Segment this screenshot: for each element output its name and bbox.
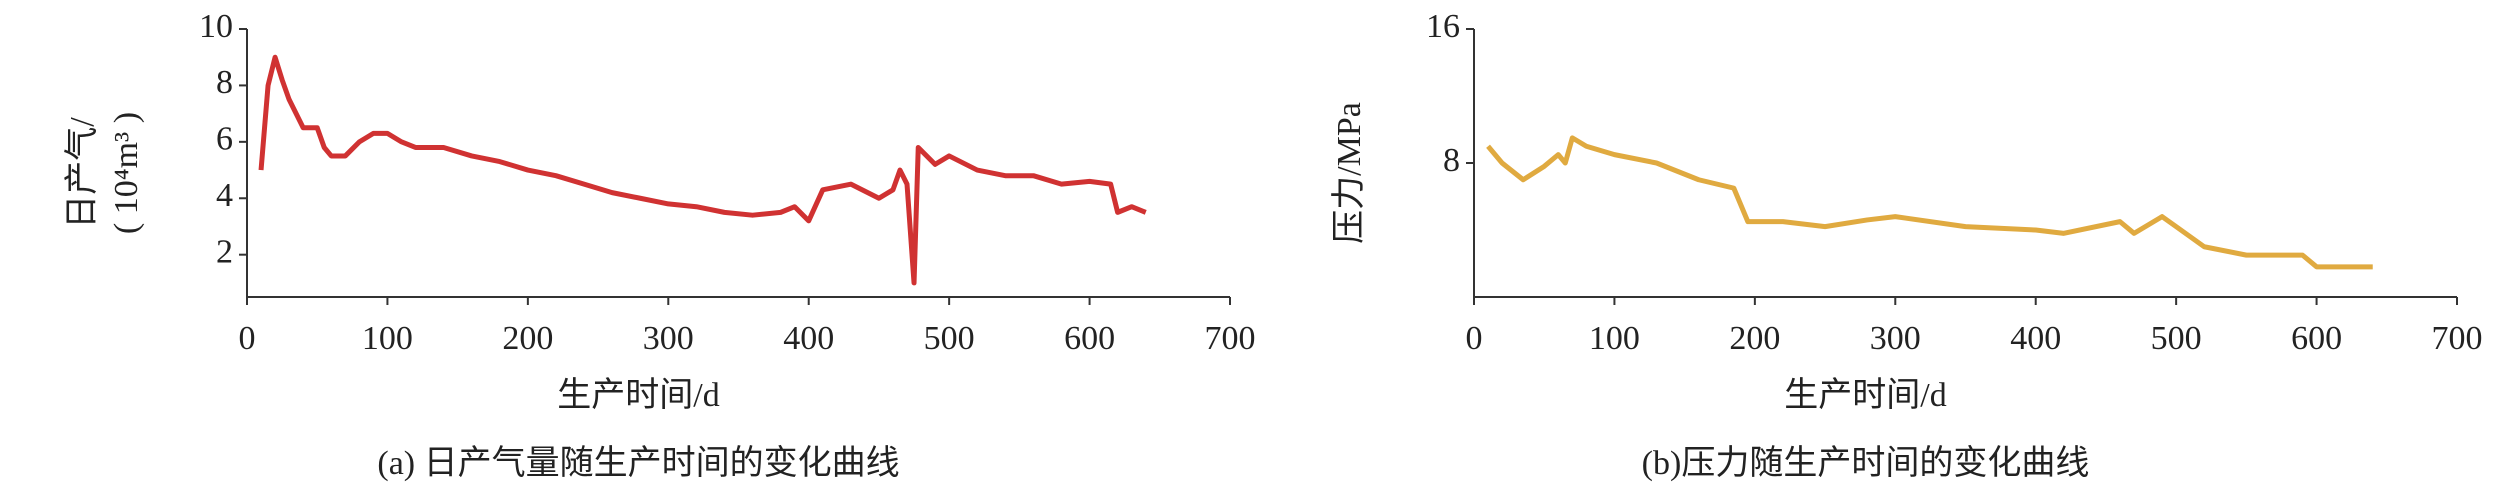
- x-tick-label: 300: [1870, 320, 1921, 357]
- y-axis-label: ( 10⁴m³ ): [108, 112, 145, 234]
- x-tick-label: 400: [783, 320, 834, 357]
- x-tick-label: 700: [1205, 320, 1256, 357]
- x-tick-label: 600: [2291, 320, 2342, 357]
- x-tick-label: 700: [2432, 320, 2483, 357]
- x-tick-label: 200: [502, 320, 553, 357]
- y-tick-label: 8: [1443, 142, 1460, 179]
- y-tick-label: 10: [199, 8, 233, 45]
- y-tick-label: 2: [216, 233, 233, 270]
- x-tick-label: 500: [924, 320, 975, 357]
- x-tick-label: 600: [1064, 320, 1115, 357]
- y-axis-label: 日产气/: [63, 117, 101, 229]
- x-axis-label: 生产时间/d: [557, 376, 719, 414]
- y-tick-label: 4: [216, 177, 233, 214]
- chart-caption: (a) 日产气量随生产时间的变化曲线: [377, 444, 899, 482]
- x-tick-label: 100: [362, 320, 413, 357]
- y-tick-label: 8: [216, 64, 233, 101]
- x-tick-label: 0: [1466, 320, 1483, 357]
- y-tick-label: 16: [1426, 8, 1460, 45]
- y-tick-label: 6: [216, 121, 233, 158]
- chart-caption: (b)压力随生产时间的变化曲线: [1642, 444, 2090, 482]
- x-tick-label: 500: [2151, 320, 2202, 357]
- x-tick-label: 0: [239, 320, 256, 357]
- data-line: [258, 54, 1147, 286]
- x-axis-label: 生产时间/d: [1784, 376, 1946, 414]
- x-tick-label: 300: [643, 320, 694, 357]
- x-tick-label: 400: [2010, 320, 2061, 357]
- y-axis-label: 压力/MPa: [1330, 102, 1368, 244]
- x-tick-label: 100: [1589, 320, 1640, 357]
- data-line: [1486, 135, 2373, 270]
- x-tick-label: 200: [1729, 320, 1780, 357]
